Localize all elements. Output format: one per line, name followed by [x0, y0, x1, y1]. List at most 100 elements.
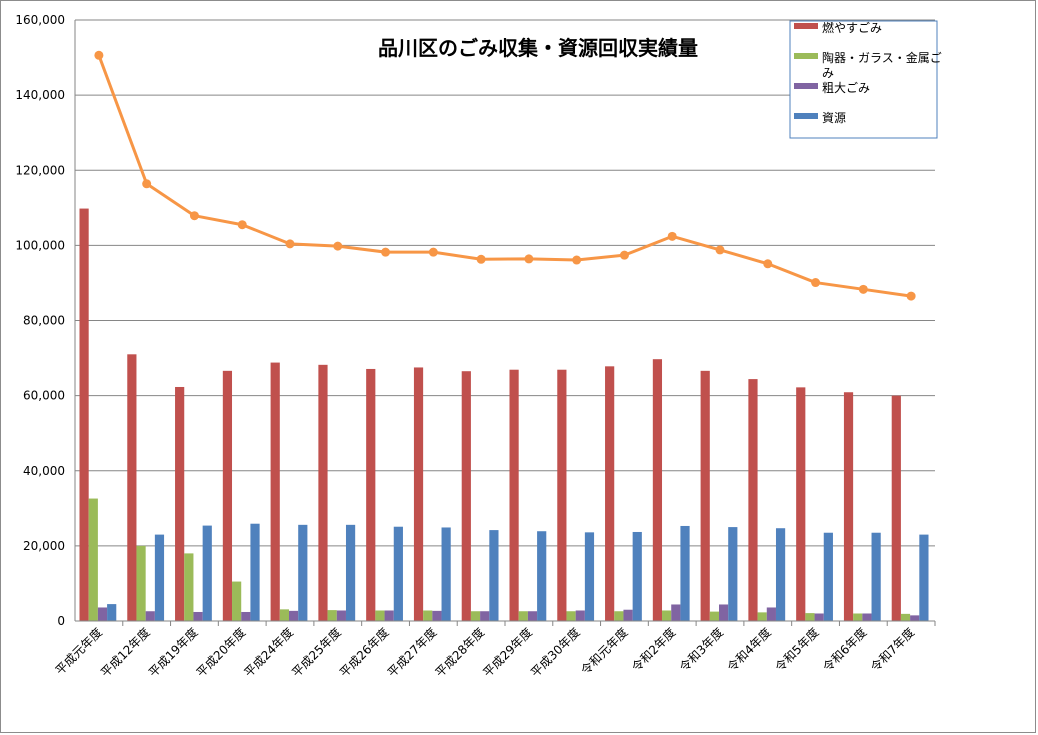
line-point	[619, 250, 629, 260]
bar	[470, 611, 481, 621]
legend-swatch	[794, 23, 818, 29]
bar	[823, 532, 833, 621]
line-point	[381, 247, 391, 257]
bar	[393, 526, 403, 621]
x-tick-label: 平成20年度	[193, 625, 248, 680]
bar	[891, 395, 901, 621]
line-point	[237, 220, 247, 230]
legend-swatch	[794, 83, 818, 89]
bar	[480, 611, 490, 621]
bar	[184, 553, 194, 621]
legend-box	[789, 20, 938, 139]
y-tick-label: 140,000	[15, 88, 65, 102]
line-point	[572, 255, 582, 265]
x-tick-label: 平成24年度	[241, 625, 296, 680]
x-tick-label: 令和4年度	[724, 625, 774, 675]
bar	[318, 364, 328, 621]
bar	[775, 528, 786, 621]
bar	[384, 610, 394, 621]
y-tick-label: 80,000	[23, 314, 65, 328]
x-tick-label: 令和5年度	[772, 625, 822, 675]
bar	[900, 613, 911, 621]
bar	[623, 609, 633, 621]
legend-label: 陶器・ガラス・金属ご	[822, 50, 942, 65]
legend-swatch	[794, 113, 818, 119]
line-path	[97, 54, 912, 298]
bar	[805, 613, 815, 621]
legend-label-wrap: み	[822, 66, 834, 80]
line-point	[811, 278, 821, 288]
bar	[298, 524, 308, 621]
bar	[796, 387, 806, 621]
line-point	[858, 284, 868, 294]
bar	[127, 354, 137, 621]
line-point	[285, 239, 295, 249]
bar	[680, 525, 690, 621]
total-line-series	[94, 50, 916, 301]
x-tick-label: 平成30年度	[527, 625, 582, 680]
bar	[766, 607, 776, 621]
x-tick-label: 令和2年度	[628, 625, 678, 675]
bar	[910, 615, 920, 621]
bar	[757, 612, 767, 621]
bar	[270, 362, 280, 621]
bar	[584, 532, 595, 621]
bar	[509, 369, 519, 621]
x-tick-label: 平成27年度	[384, 625, 439, 680]
bar	[527, 611, 538, 621]
bar	[700, 370, 710, 621]
x-tick-label: 平成元年度	[52, 625, 105, 678]
line-point	[763, 259, 773, 269]
bar	[250, 523, 260, 621]
x-tick-label: 令和6年度	[820, 625, 870, 675]
x-tick-label: 平成29年度	[480, 625, 535, 680]
x-tick-label: 令和3年度	[676, 625, 726, 675]
bar	[107, 604, 117, 621]
bar	[193, 611, 203, 621]
y-tick-label: 100,000	[15, 238, 65, 252]
bar	[441, 527, 451, 621]
y-tick-label: 40,000	[23, 464, 65, 478]
x-tick-label: 平成26年度	[336, 625, 391, 680]
legend-label: 資源	[822, 111, 846, 125]
bar	[518, 611, 528, 621]
line-point	[428, 247, 438, 257]
y-tick-label: 0	[57, 614, 65, 628]
bar	[232, 581, 242, 621]
bar	[175, 386, 185, 621]
y-tick-label: 20,000	[23, 539, 65, 553]
bar	[489, 530, 499, 621]
y-tick-label: 160,000	[15, 13, 65, 27]
bar	[366, 368, 376, 621]
bar	[614, 611, 624, 621]
line-point	[667, 231, 677, 241]
line-point	[476, 254, 486, 264]
bar	[662, 610, 672, 621]
bar	[652, 359, 663, 621]
x-tick-label: 平成19年度	[145, 625, 200, 680]
line-point	[333, 241, 343, 251]
bar	[853, 613, 863, 621]
bar	[814, 613, 824, 621]
bar	[575, 610, 585, 621]
bar	[136, 545, 146, 621]
bar	[88, 498, 98, 621]
x-tick-label: 平成28年度	[432, 625, 487, 680]
x-tick-label: 平成12年度	[97, 625, 152, 680]
bar	[345, 524, 356, 621]
bar	[423, 610, 433, 621]
x-tick-label: 平成25年度	[289, 625, 344, 680]
y-tick-label: 60,000	[23, 389, 65, 403]
bar	[632, 531, 642, 621]
bar	[327, 610, 337, 621]
x-tick-label: 令和7年度	[867, 625, 917, 675]
bar	[919, 534, 929, 621]
line-point	[189, 211, 199, 221]
bar	[222, 370, 233, 621]
bar	[241, 611, 251, 621]
bar	[145, 611, 155, 621]
legend-label: 燃やすごみ	[822, 20, 882, 35]
y-tick-label: 120,000	[15, 163, 65, 177]
